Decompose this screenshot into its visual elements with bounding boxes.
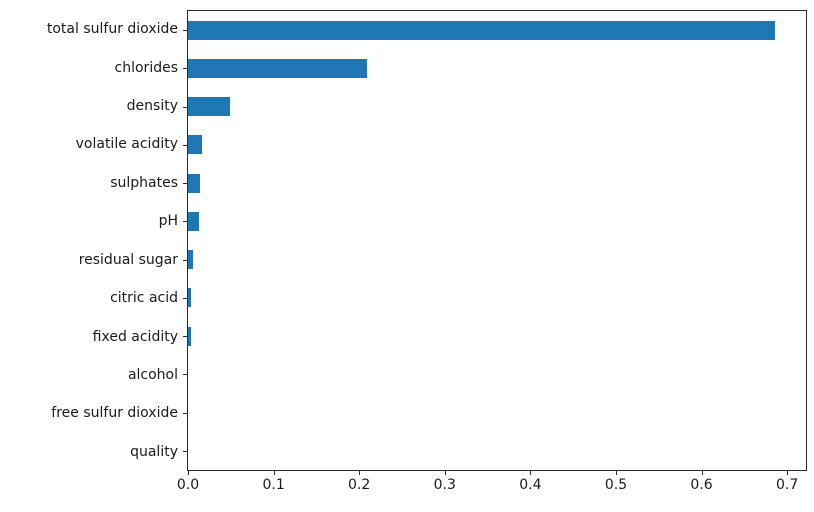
bar-row (188, 432, 806, 470)
y-tick-mark (183, 336, 188, 338)
bar-row (188, 394, 806, 432)
y-axis-labels: total sulfur dioxide chlorides density vola… (0, 10, 178, 471)
x-tick-mark (273, 470, 275, 475)
x-tick-mark (188, 470, 189, 475)
bar-row (188, 164, 806, 202)
bar (188, 97, 230, 117)
bar-row (188, 202, 806, 240)
bar (188, 135, 202, 155)
x-tick-label: 0.5 (604, 477, 628, 493)
bar-row (188, 88, 806, 126)
y-tick-label: fixed acidity (92, 328, 178, 345)
y-tick-label: density (126, 98, 178, 115)
x-tick-label: 0.1 (262, 477, 285, 493)
bar-series (188, 11, 806, 470)
bar (188, 173, 200, 193)
y-tick-label: residual sugar (78, 251, 178, 268)
bar-row (188, 11, 806, 49)
bar (188, 288, 192, 308)
bar-row (188, 126, 806, 164)
x-tick-label: 0.3 (433, 477, 456, 493)
x-tick-label: 0.7 (776, 477, 799, 493)
y-tick-mark (183, 221, 188, 223)
y-axis-ticks (183, 11, 188, 470)
y-tick-mark (183, 374, 188, 376)
bar-row (188, 317, 806, 355)
y-tick-mark (183, 30, 188, 32)
bar-row (188, 241, 806, 279)
y-tick-label: free sulfur dioxide (51, 405, 178, 422)
y-tick-mark (183, 450, 188, 452)
y-tick-label: citric acid (110, 290, 178, 307)
x-tick-mark (701, 470, 703, 475)
bar (188, 58, 367, 78)
x-tick-mark (359, 470, 361, 475)
y-tick-label: alcohol (127, 367, 178, 383)
y-tick-mark (183, 68, 188, 70)
x-tick-label: 0.6 (690, 477, 713, 493)
bar (188, 211, 200, 231)
y-tick-label: volatile acidity (75, 136, 178, 153)
bar-row (188, 49, 806, 87)
y-tick-mark (183, 144, 188, 146)
y-tick-mark (183, 106, 188, 108)
x-tick-label: 0.4 (519, 477, 542, 493)
bar (188, 250, 194, 270)
x-tick-mark (787, 470, 789, 475)
x-tick-mark (530, 470, 532, 475)
y-tick-mark (183, 259, 188, 261)
x-tick-mark (444, 470, 446, 475)
y-tick-label: sulphates (110, 174, 178, 191)
x-tick-label: 0.2 (348, 477, 371, 493)
bar (188, 20, 776, 40)
y-tick-mark (183, 183, 188, 185)
x-tick-label: 0.0 (176, 477, 200, 493)
x-tick-mark (615, 470, 617, 475)
bar (188, 326, 191, 346)
y-tick-label: pH (158, 213, 178, 230)
bar-row (188, 355, 806, 393)
bar-row (188, 279, 806, 317)
y-tick-label: quality (130, 443, 178, 460)
y-tick-label: total sulfur dioxide (46, 21, 178, 38)
plot-area: 0.0 0.1 0.2 0.3 0.4 0.5 0.6 0.7 (177, 10, 807, 492)
y-tick-mark (183, 297, 188, 299)
y-tick-mark (183, 412, 188, 414)
y-tick-label: chlorides (114, 59, 178, 76)
